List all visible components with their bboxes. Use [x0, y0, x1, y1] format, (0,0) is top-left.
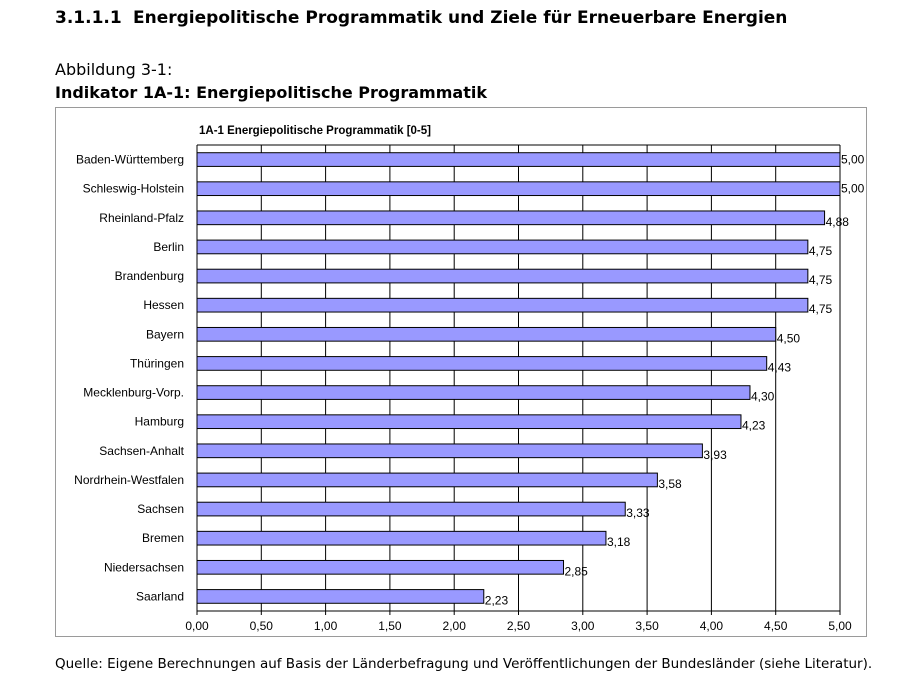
- x-tick-label: 0,50: [250, 619, 274, 633]
- x-tick-label: 1,50: [378, 619, 402, 633]
- value-label: 4,75: [809, 273, 833, 287]
- chart-title: 1A-1 Energiepolitische Programmatik [0-5…: [199, 125, 431, 137]
- value-label: 3,58: [658, 477, 682, 491]
- value-label: 4,43: [768, 360, 792, 374]
- value-label: 5,00: [841, 153, 865, 167]
- section-number: 3.1.1.1: [55, 8, 122, 28]
- bar: [196, 326, 777, 342]
- figure-label: Abbildung 3-1:: [55, 60, 173, 79]
- value-label: 3,18: [607, 535, 631, 549]
- x-tick-label: 4,00: [700, 619, 724, 633]
- value-label: 3,93: [703, 448, 727, 462]
- category-label: Hamburg: [135, 415, 184, 429]
- bar: [196, 210, 826, 226]
- section-heading: 3.1.1.1 Energiepolitische Programmatik un…: [55, 8, 787, 28]
- value-label: 2,85: [565, 564, 589, 578]
- x-tick-label: 2,50: [507, 619, 531, 633]
- category-label: Thüringen: [130, 356, 184, 370]
- bar: [196, 443, 703, 459]
- category-label: Bremen: [142, 531, 184, 545]
- value-label: 4,23: [742, 419, 766, 433]
- category-label: Niedersachsen: [104, 560, 184, 574]
- value-label: 4,50: [777, 331, 801, 345]
- category-label: Schleswig-Holstein: [83, 182, 184, 196]
- bar: [196, 297, 809, 313]
- bar: [196, 559, 565, 575]
- category-label: Sachsen: [137, 502, 184, 516]
- category-label: Hessen: [143, 298, 184, 312]
- bar: [196, 414, 742, 430]
- x-tick-label: 5,00: [828, 619, 852, 633]
- bar: [196, 239, 809, 255]
- x-tick-label: 3,00: [571, 619, 595, 633]
- section-title: Energiepolitische Programmatik und Ziele…: [133, 8, 788, 28]
- value-label: 4,75: [809, 244, 833, 258]
- category-label: Saarland: [136, 589, 184, 603]
- chart-frame: 1A-1 Energiepolitische Programmatik [0-5…: [55, 107, 867, 637]
- x-tick-label: 0,00: [185, 619, 209, 633]
- bar-chart: 1A-1 Energiepolitische Programmatik [0-5…: [74, 125, 865, 633]
- figure-title: Indikator 1A-1: Energiepolitische Progra…: [55, 83, 487, 102]
- value-label: 3,33: [626, 506, 650, 520]
- bar: [196, 501, 626, 517]
- value-label: 4,88: [826, 215, 850, 229]
- bar: [196, 530, 607, 546]
- bar: [196, 589, 485, 604]
- category-label: Berlin: [153, 240, 184, 254]
- category-label: Bayern: [146, 327, 184, 341]
- category-label: Sachsen-Anhalt: [99, 444, 184, 458]
- bar: [196, 181, 841, 197]
- bar: [196, 356, 768, 371]
- bar: [196, 385, 751, 400]
- category-label: Baden-Württemberg: [76, 153, 184, 167]
- category-label: Mecklenburg-Vorp.: [83, 386, 184, 400]
- category-label: Rheinland-Pfalz: [99, 211, 184, 225]
- x-tick-label: 2,00: [443, 619, 467, 633]
- bar: [196, 472, 658, 488]
- bar: [196, 268, 809, 284]
- source-note: Quelle: Eigene Berechnungen auf Basis de…: [55, 656, 873, 672]
- x-tick-label: 1,00: [314, 619, 338, 633]
- category-label: Brandenburg: [115, 269, 184, 283]
- category-label: Nordrhein-Westfalen: [74, 473, 184, 487]
- value-label: 4,30: [751, 390, 775, 404]
- x-tick-label: 3,50: [635, 619, 659, 633]
- bar: [196, 152, 841, 167]
- x-tick-label: 4,50: [764, 619, 788, 633]
- value-label: 5,00: [841, 182, 865, 196]
- value-label: 4,75: [809, 302, 833, 316]
- value-label: 2,23: [485, 593, 509, 607]
